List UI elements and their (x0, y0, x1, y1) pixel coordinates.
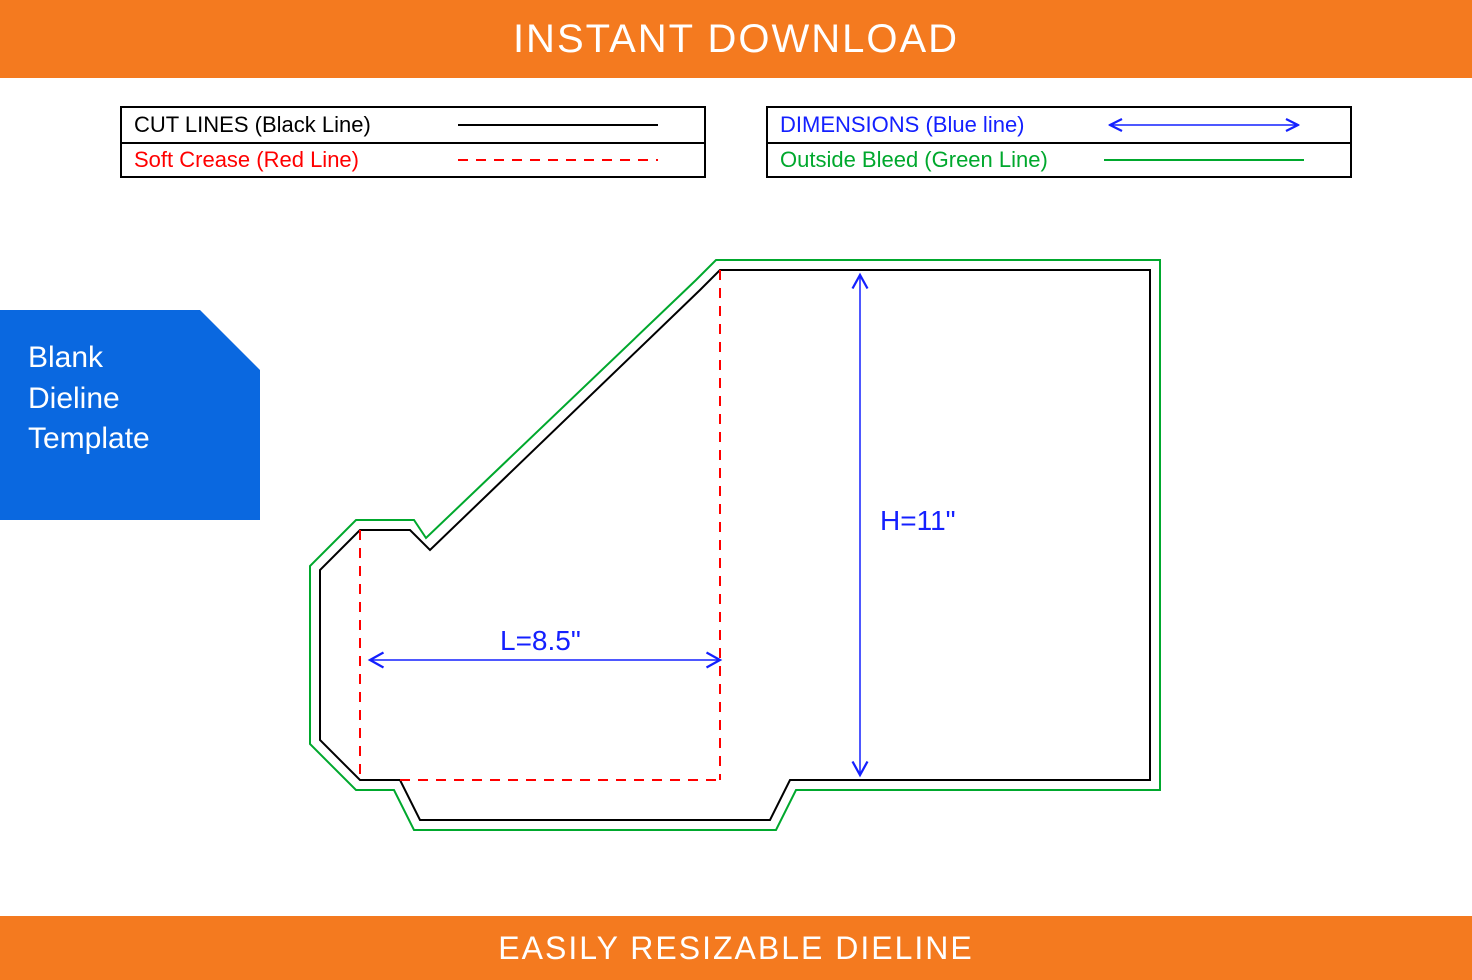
dimension-h-label: H=11" (880, 505, 956, 536)
legend-left: CUT LINES (Black Line) Soft Crease (Red … (120, 106, 706, 178)
legend-sample-bleed (1104, 144, 1338, 176)
dieline-diagram: L=8.5" H=11" (300, 250, 1200, 850)
cut-line (320, 270, 1150, 820)
legend-label-bleed: Outside Bleed (Green Line) (780, 147, 1104, 173)
legend: CUT LINES (Black Line) Soft Crease (Red … (0, 78, 1472, 178)
legend-right: DIMENSIONS (Blue line) Outside Bleed (Gr… (766, 106, 1352, 178)
badge-line1: Blank (28, 338, 260, 379)
legend-label-crease: Soft Crease (Red Line) (134, 147, 458, 173)
legend-row-cut: CUT LINES (Black Line) (122, 108, 704, 142)
crease-lines (360, 270, 720, 780)
badge: Blank Dieline Template (0, 310, 260, 520)
legend-label-cut: CUT LINES (Black Line) (134, 112, 458, 138)
legend-label-dim: DIMENSIONS (Blue line) (780, 112, 1104, 138)
legend-row-bleed: Outside Bleed (Green Line) (768, 142, 1350, 176)
legend-row-dim: DIMENSIONS (Blue line) (768, 108, 1350, 142)
bleed-line (310, 260, 1160, 830)
dimension-l-label: L=8.5" (500, 625, 581, 656)
badge-line2: Dieline (28, 379, 260, 420)
banner-top: INSTANT DOWNLOAD (0, 0, 1472, 78)
legend-row-crease: Soft Crease (Red Line) (122, 142, 704, 176)
badge-line3: Template (28, 419, 260, 460)
legend-sample-dim (1104, 108, 1338, 142)
legend-sample-crease (458, 144, 692, 176)
legend-sample-cut (458, 108, 692, 142)
banner-bottom: EASILY RESIZABLE DIELINE (0, 916, 1472, 980)
